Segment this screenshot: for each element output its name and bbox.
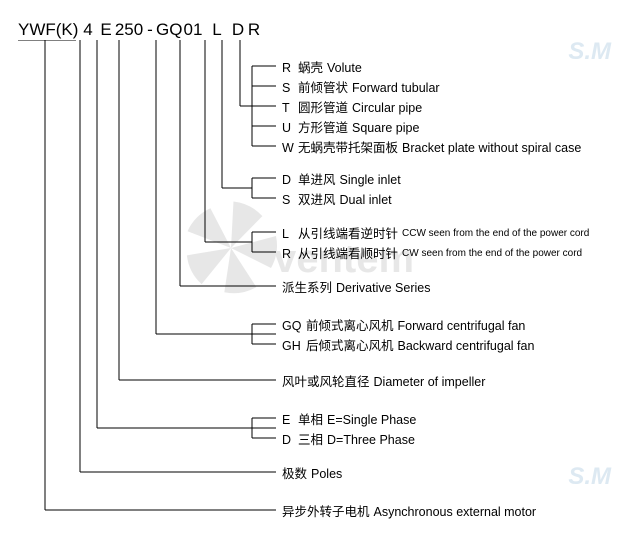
bracket-lines bbox=[18, 40, 600, 540]
seg-01: 01 bbox=[182, 20, 204, 40]
seg-r: R bbox=[246, 20, 262, 40]
seg-gq: GQ bbox=[156, 20, 182, 40]
seg-d: D bbox=[230, 20, 246, 40]
seg-4: 4 bbox=[78, 20, 98, 40]
seg-l: L bbox=[204, 20, 230, 40]
model-code: YWF(K) 4 E 250 - GQ 01 L D R bbox=[18, 20, 599, 40]
seg-ywfk: YWF(K) bbox=[18, 20, 78, 40]
seg-250: 250 bbox=[114, 20, 144, 40]
seg-e: E bbox=[98, 20, 114, 40]
seg-dash: - bbox=[144, 20, 156, 40]
